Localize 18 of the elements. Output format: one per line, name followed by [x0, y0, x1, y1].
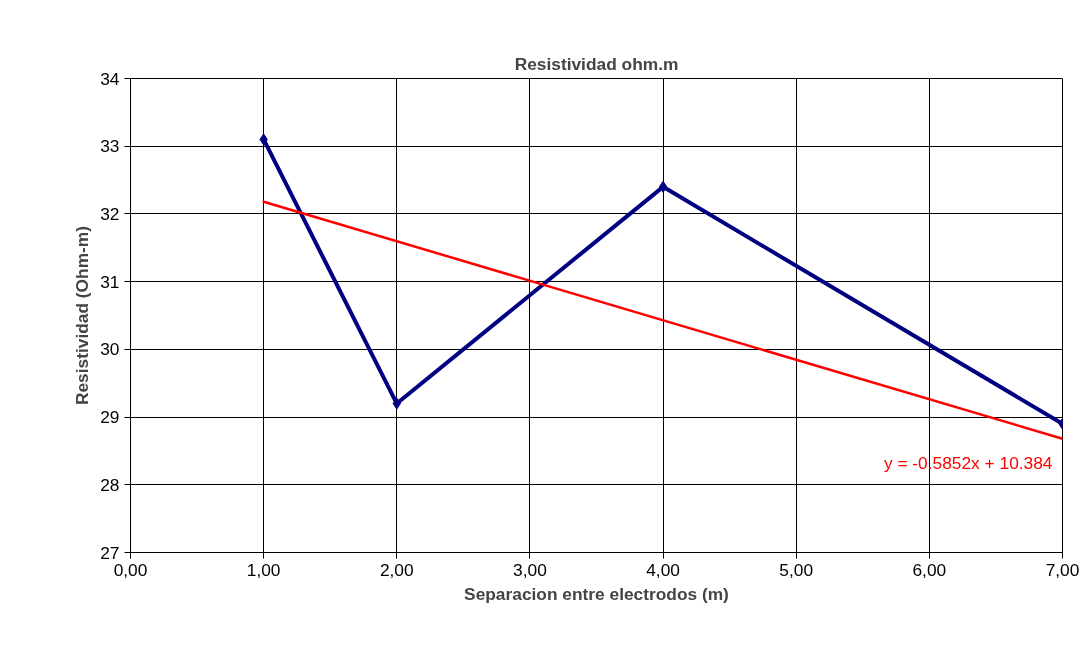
y-tick-label: 34: [100, 68, 120, 89]
y-axis-title: Resistividad (Ohm-m): [72, 225, 93, 406]
y-tick-label: 32: [100, 203, 120, 224]
x-tick-label: 2,00: [379, 559, 414, 580]
x-axis-title: Separacion entre electrodos (m): [464, 583, 729, 604]
y-tick-label: 30: [100, 339, 120, 360]
chart-title: Resistividad ohm.m: [514, 53, 679, 74]
x-tick-label: 4,00: [646, 559, 680, 580]
y-tick-label: 28: [100, 474, 120, 495]
point: [658, 180, 668, 193]
x-tick-label: 1,00: [246, 559, 281, 580]
y-tick-label: 33: [100, 136, 120, 157]
x-tick-label: 6,00: [912, 559, 947, 580]
y-tick-label: 31: [100, 271, 120, 292]
y-tick-label: 29: [100, 407, 120, 428]
x-tick-label: 3,00: [513, 559, 547, 580]
x-tick-label: 5,00: [779, 559, 814, 580]
x-tick-label: 7,00: [1045, 559, 1080, 580]
